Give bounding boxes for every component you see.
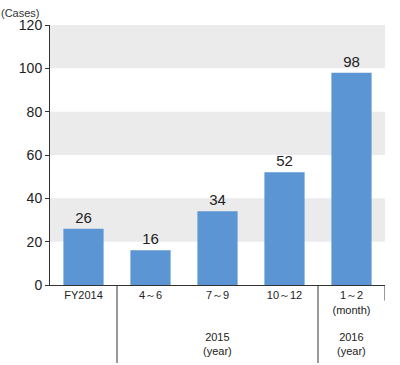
- svg-text:7～9: 7～9: [206, 289, 229, 301]
- svg-text:16: 16: [142, 230, 159, 247]
- svg-text:80: 80: [27, 104, 43, 120]
- svg-text:2016(year): 2016(year): [337, 331, 366, 357]
- svg-text:40: 40: [27, 190, 43, 206]
- svg-text:20: 20: [27, 234, 43, 250]
- svg-text:34: 34: [209, 191, 226, 208]
- svg-text:100: 100: [19, 60, 43, 76]
- svg-text:0: 0: [34, 277, 42, 293]
- svg-text:(Cases): (Cases): [1, 7, 40, 19]
- svg-text:2015(year): 2015(year): [203, 331, 232, 357]
- svg-text:98: 98: [343, 53, 360, 70]
- svg-text:FY2014: FY2014: [64, 289, 103, 301]
- svg-text:60: 60: [27, 147, 43, 163]
- svg-text:120: 120: [19, 17, 43, 33]
- svg-text:4～6: 4～6: [139, 289, 162, 301]
- svg-text:52: 52: [276, 152, 293, 169]
- svg-text:26: 26: [75, 209, 92, 226]
- svg-text:1～2(month): 1～2(month): [333, 289, 371, 315]
- svg-text:10～12: 10～12: [267, 289, 302, 301]
